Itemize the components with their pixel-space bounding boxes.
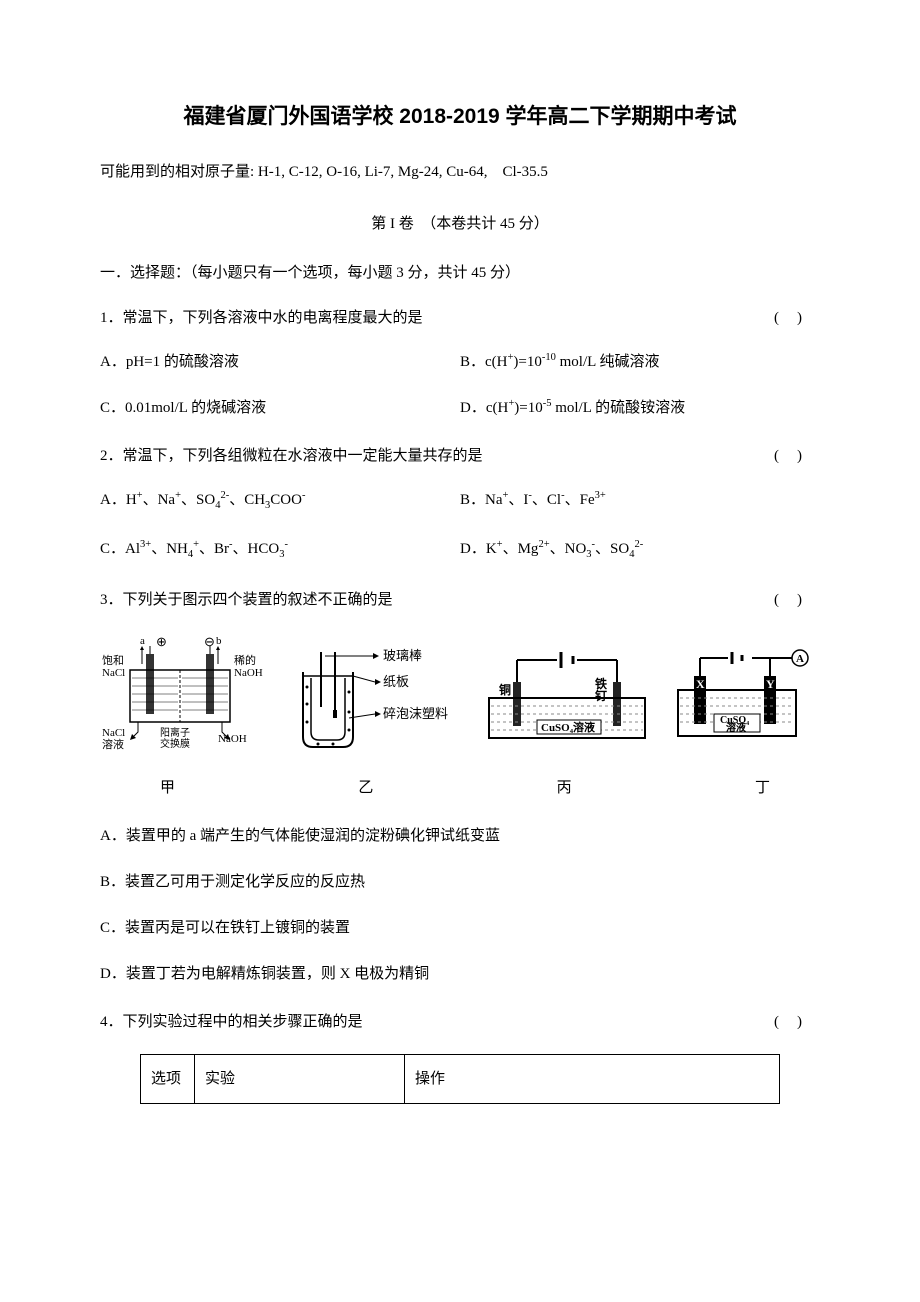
svg-text:NaOH: NaOH: [218, 733, 247, 745]
answer-paren: (): [774, 1010, 820, 1034]
answer-paren: (): [774, 306, 820, 330]
q3-stem: 3．下列关于图示四个装置的叙述不正确的是: [100, 592, 393, 608]
question-3: 3．下列关于图示四个装置的叙述不正确的是 () a ⊕ ⊖ b: [100, 588, 820, 986]
svg-text:NaCl: NaCl: [102, 727, 125, 739]
svg-text:阳离子: 阳离子: [160, 726, 190, 739]
svg-text:CuSO₄溶液: CuSO₄溶液: [541, 720, 596, 734]
q3-option-a: A．装置甲的 a 端产生的气体能使湿润的淀粉碘化钾试纸变蓝: [100, 824, 820, 848]
label-jia: 甲: [160, 776, 175, 800]
label-yi: 乙: [358, 776, 373, 800]
exam-title: 福建省厦门外国语学校 2018-2019 学年高二下学期期中考试: [100, 100, 820, 130]
q3-option-b: B．装置乙可用于测定化学反应的反应热: [100, 870, 820, 894]
plus-icon: ⊕: [156, 634, 167, 649]
diagram-ding: A X Y CuSO₄ 溶液: [670, 642, 820, 760]
svg-text:交换膜: 交换膜: [160, 737, 190, 750]
svg-text:铜: 铜: [499, 682, 511, 697]
svg-text:NaCl: NaCl: [102, 667, 125, 679]
q1-option-c: C．0.01mol/L 的烧碱溶液: [100, 396, 460, 420]
table-header-experiment: 实验: [195, 1054, 405, 1103]
question-1: 1．常温下，下列各溶液中水的电离程度最大的是 () A．pH=1 的硫酸溶液 B…: [100, 306, 820, 420]
svg-text:Y: Y: [766, 677, 775, 691]
question-3-text: 3．下列关于图示四个装置的叙述不正确的是 (): [100, 588, 820, 612]
label-ding: 丁: [755, 776, 770, 800]
q3-option-d: D．装置丁若为电解精炼铜装置，则 X 电极为精铜: [100, 962, 820, 986]
table-row: 选项 实验 操作: [141, 1054, 780, 1103]
q4-stem: 4．下列实验过程中的相关步骤正确的是: [100, 1014, 363, 1030]
q2-option-b: B．Na+、I-、Cl-、Fe3+: [460, 488, 820, 515]
question-1-text: 1．常温下，下列各溶液中水的电离程度最大的是 (): [100, 306, 820, 330]
svg-text:钉: 钉: [595, 688, 607, 703]
table-header-operation: 操作: [405, 1054, 780, 1103]
q1-option-b: B．c(H+)=10-10 mol/L 纯碱溶液: [460, 350, 820, 374]
diagram-yi: 玻璃棒 纸板 碎泡沫塑料: [283, 642, 463, 760]
q2-option-d: D．K+、Mg2+、NO3-、SO42-: [460, 537, 820, 564]
question-2-text: 2．常温下，下列各组微粒在水溶液中一定能大量共存的是 (): [100, 444, 820, 468]
minus-icon: ⊖: [204, 634, 215, 649]
question-4-text: 4．下列实验过程中的相关步骤正确的是 (): [100, 1010, 820, 1034]
label-b: b: [216, 635, 222, 647]
answer-paren: (): [774, 588, 820, 612]
svg-text:X: X: [696, 677, 705, 691]
q3-diagrams: a ⊕ ⊖ b 饱和 NaCl 稀的: [100, 632, 820, 760]
q4-table: 选项 实验 操作: [140, 1054, 780, 1104]
question-4: 4．下列实验过程中的相关步骤正确的是 () 选项 实验 操作: [100, 1010, 820, 1104]
svg-text:溶液: 溶液: [102, 737, 124, 751]
table-header-option: 选项: [141, 1054, 195, 1103]
answer-paren: (): [774, 444, 820, 468]
svg-text:NaOH: NaOH: [234, 667, 263, 679]
svg-text:A: A: [796, 653, 804, 665]
svg-text:纸板: 纸板: [383, 674, 409, 689]
atomic-mass-info: 可能用到的相对原子量: H-1, C-12, O-16, Li-7, Mg-24…: [100, 160, 820, 184]
question-2: 2．常温下，下列各组微粒在水溶液中一定能大量共存的是 () A．H+、Na+、S…: [100, 444, 820, 564]
q3-diagram-labels: 甲 乙 丙 丁: [100, 776, 820, 800]
svg-text:玻璃棒: 玻璃棒: [383, 648, 422, 663]
q3-option-c: C．装置丙是可以在铁钉上镀铜的装置: [100, 916, 820, 940]
label-a: a: [140, 635, 145, 647]
svg-text:碎泡沫塑料: 碎泡沫塑料: [383, 706, 448, 721]
diagram-bing: 铜 铁 钉 CuSO₄溶液: [477, 642, 657, 760]
label-bing: 丙: [557, 776, 572, 800]
diagram-jia: a ⊕ ⊖ b 饱和 NaCl 稀的: [100, 632, 270, 760]
svg-text:溶液: 溶液: [726, 721, 746, 734]
q1-option-a: A．pH=1 的硫酸溶液: [100, 350, 460, 374]
q2-option-c: C．Al3+、NH4+、Br-、HCO3-: [100, 537, 460, 564]
svg-text:饱和: 饱和: [102, 653, 124, 667]
q2-stem: 2．常温下，下列各组微粒在水溶液中一定能大量共存的是: [100, 448, 483, 464]
q2-option-a: A．H+、Na+、SO42-、CH3COO-: [100, 488, 460, 515]
section-1-label: 第 I 卷 （本卷共计 45 分）: [100, 212, 820, 233]
q1-stem: 1．常温下，下列各溶液中水的电离程度最大的是: [100, 310, 423, 326]
section-1-heading: 一．选择题：（每小题只有一个选项，每小题 3 分，共计 45 分）: [100, 261, 820, 282]
q1-option-d: D．c(H+)=10-5 mol/L 的硫酸铵溶液: [460, 396, 820, 420]
svg-text:稀的: 稀的: [234, 653, 256, 667]
